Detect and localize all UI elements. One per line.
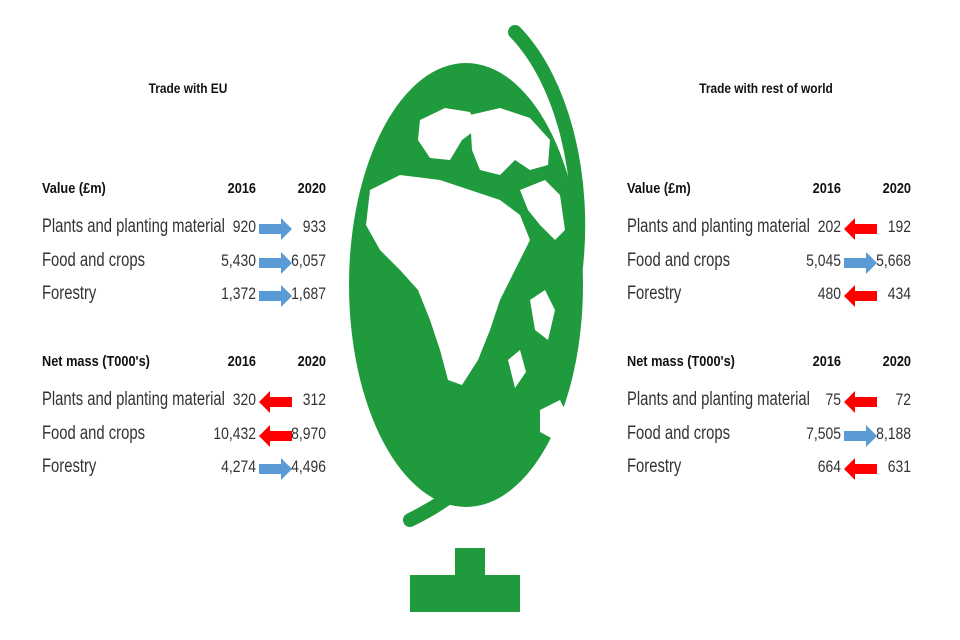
value-2016: 1,372: [221, 284, 256, 303]
section-heading: Value (£m): [627, 180, 691, 197]
section-heading: Net mass (T000's): [42, 353, 150, 370]
year-2020-header: 2020: [297, 180, 326, 197]
panel-title: Trade with EU: [148, 80, 228, 96]
row-label: Plants and planting material: [42, 389, 225, 410]
arrow-right-increase-icon: [259, 218, 293, 240]
year-2016-header: 2016: [812, 353, 841, 370]
year-2016-header: 2016: [227, 353, 256, 370]
year-2020-header: 2020: [297, 353, 326, 370]
arrow-left-decrease-icon: [844, 218, 878, 240]
continents: [366, 108, 570, 440]
arrow-right-increase-icon: [259, 252, 293, 274]
row-label: Forestry: [627, 456, 682, 477]
value-2016: 7,505: [806, 424, 841, 443]
row-label: Forestry: [627, 283, 682, 304]
value-2020: 312: [302, 390, 326, 409]
value-2020: 192: [887, 217, 911, 236]
year-2020-header: 2020: [882, 180, 911, 197]
value-2016: 5,045: [806, 251, 841, 270]
arrow-left-decrease-icon: [844, 285, 878, 307]
row-label: Food and crops: [627, 423, 730, 444]
arrow-left-decrease-icon: [844, 391, 878, 413]
row-label: Food and crops: [42, 423, 145, 444]
value-2020: 6,057: [291, 251, 326, 270]
globe-meridian-arc: [403, 25, 586, 527]
value-2016: 202: [817, 217, 841, 236]
value-2020: 434: [887, 284, 911, 303]
row-label: Food and crops: [42, 250, 145, 271]
value-2016: 480: [817, 284, 841, 303]
value-2016: 75: [825, 390, 841, 409]
value-2020: 4,496: [291, 457, 326, 476]
arrow-left-decrease-icon: [259, 425, 293, 447]
year-2016-header: 2016: [812, 180, 841, 197]
panel-title: Trade with rest of world: [699, 80, 833, 96]
row-label: Plants and planting material: [42, 216, 225, 237]
globe-base: [410, 575, 520, 612]
arrow-right-increase-icon: [259, 285, 293, 307]
section-heading: Value (£m): [42, 180, 106, 197]
row-label: Plants and planting material: [627, 389, 810, 410]
section-heading: Net mass (T000's): [627, 353, 735, 370]
value-2016: 10,432: [213, 424, 256, 443]
year-2016-header: 2016: [227, 180, 256, 197]
value-2020: 8,188: [876, 424, 911, 443]
value-2020: 1,687: [291, 284, 326, 303]
value-2016: 920: [232, 217, 256, 236]
row-label: Forestry: [42, 283, 97, 304]
arrow-left-decrease-icon: [259, 391, 293, 413]
arrow-left-decrease-icon: [844, 458, 878, 480]
value-2016: 5,430: [221, 251, 256, 270]
arrow-right-increase-icon: [259, 458, 293, 480]
row-label: Forestry: [42, 456, 97, 477]
value-2016: 4,274: [221, 457, 256, 476]
value-2020: 933: [302, 217, 326, 236]
globe-stem: [455, 548, 485, 578]
arrow-right-increase-icon: [844, 252, 878, 274]
value-2020: 631: [887, 457, 911, 476]
value-2020: 8,970: [291, 424, 326, 443]
row-label: Food and crops: [627, 250, 730, 271]
arrow-right-increase-icon: [844, 425, 878, 447]
value-2016: 664: [817, 457, 841, 476]
value-2020: 72: [895, 390, 911, 409]
value-2020: 5,668: [876, 251, 911, 270]
row-label: Plants and planting material: [627, 216, 810, 237]
value-2016: 320: [232, 390, 256, 409]
year-2020-header: 2020: [882, 353, 911, 370]
